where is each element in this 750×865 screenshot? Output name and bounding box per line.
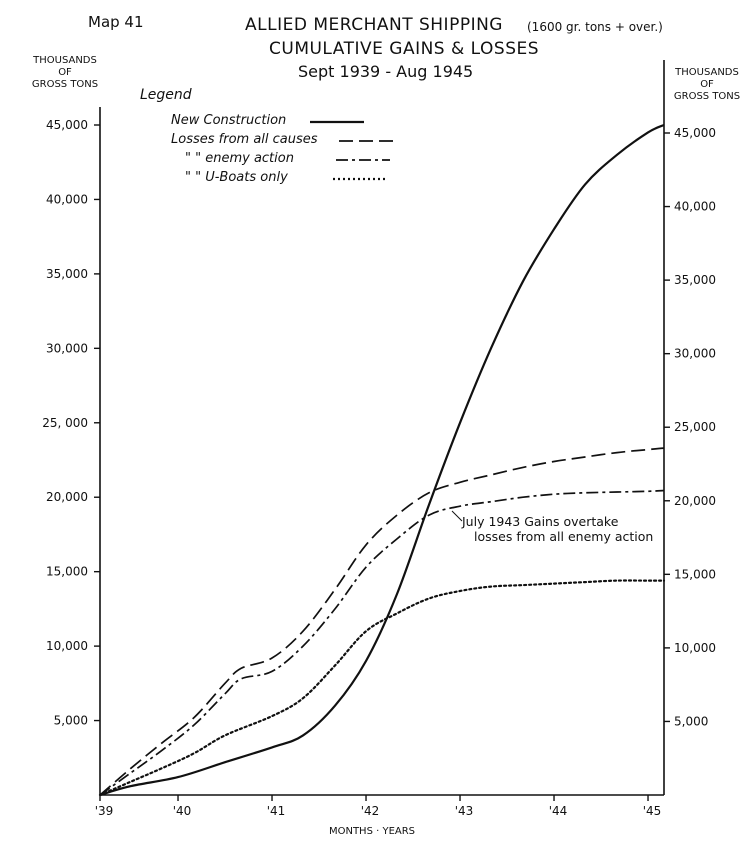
left-tick-label: 10,000 [46, 639, 88, 653]
left-axis-title-1: THOUSANDS [32, 55, 97, 66]
left-axis-title-3: GROSS TONS [32, 79, 98, 90]
left-tick-label: 5,000 [54, 714, 88, 728]
annotation-leader [451, 510, 463, 522]
left-tick-label: 30,000 [46, 341, 88, 355]
x-tick-label: '42 [361, 804, 380, 818]
right-tick-label: 45,000 [674, 126, 716, 140]
series-lines [98, 123, 666, 797]
x-axis-label: MONTHS · YEARS [329, 826, 415, 837]
legend-label: " " U-Boats only [185, 170, 288, 185]
chart-title-line1: ALLIED MERCHANT SHIPPING [245, 15, 503, 35]
right-tick-label: 5,000 [674, 714, 708, 728]
annotation-line1: July 1943 Gains overtake [461, 514, 619, 529]
right-tick-label: 10,000 [674, 641, 716, 655]
x-tick-label: '44 [549, 804, 568, 818]
right-tick-label: 30,000 [674, 347, 716, 361]
legend-label: New Construction [171, 113, 286, 128]
right-tick-label: 35,000 [674, 273, 716, 287]
left-tick-label: 35,000 [46, 267, 88, 281]
chart-title-line2: CUMULATIVE GAINS & LOSSES [269, 39, 539, 59]
left-tick-label: 40,000 [46, 192, 88, 206]
left-tick-label: 45,000 [46, 118, 88, 132]
x-tick-label: '45 [643, 804, 662, 818]
chart-title-note: (1600 gr. tons + over.) [527, 20, 663, 34]
series-line-1 [99, 447, 665, 796]
right-tick-label: 25,000 [674, 420, 716, 434]
legend: New Construction Losses from all causes " … [171, 113, 393, 185]
right-tick-label: 40,000 [674, 200, 716, 214]
legend-label: Losses from all causes [171, 132, 318, 147]
left-tick-label: 15,000 [46, 565, 88, 579]
legend-title: Legend [140, 87, 192, 103]
series-line-3 [98, 579, 666, 797]
annotation-line2: losses from all enemy action [474, 529, 653, 544]
legend-label: " " enemy action [185, 151, 294, 166]
map-label: Map 41 [88, 13, 144, 31]
chart-title-line3: Sept 1939 - Aug 1945 [298, 62, 473, 81]
series-line-0 [99, 123, 665, 797]
series-line-2 [99, 489, 665, 796]
right-tick-label: 15,000 [674, 567, 716, 581]
x-tick-label: '41 [267, 804, 286, 818]
right-axis-title-1: THOUSANDS [674, 67, 739, 78]
right-tick-label: 20,000 [674, 494, 716, 508]
x-tick-label: '40 [173, 804, 192, 818]
left-tick-label: 25, 000 [42, 416, 88, 430]
right-axis-title-3: GROSS TONS [674, 91, 740, 102]
right-axis-title-2: OF [700, 79, 714, 90]
axis-ticks: 5,000 10,000 15,000 20,000 25, 000 30,000 35,0… [42, 118, 716, 818]
x-tick-label: '43 [455, 804, 474, 818]
x-tick-label: '39 [95, 804, 114, 818]
left-axis-title-2: OF [58, 67, 72, 78]
annotation: July 1943 Gains overtake losses from all… [451, 510, 653, 544]
left-tick-label: 20,000 [46, 490, 88, 504]
